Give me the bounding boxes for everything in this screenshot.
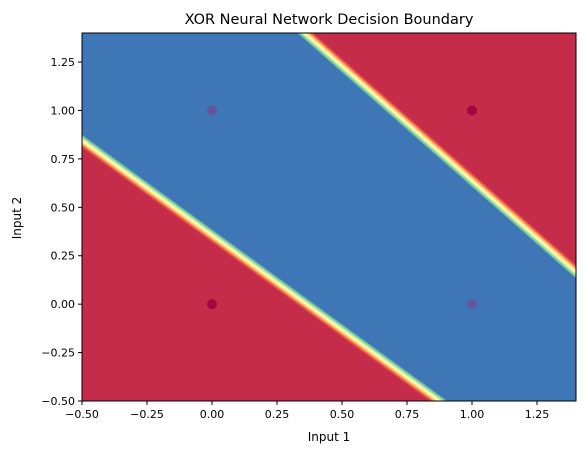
- plot-frame: [81, 32, 577, 402]
- y-tick-label: 1.00: [51, 104, 76, 117]
- y-tick-label: 0.50: [51, 201, 76, 214]
- x-tick-label: 0.50: [330, 408, 355, 421]
- y-tick-label: 1.25: [51, 56, 76, 69]
- y-axis-label: Input 2: [10, 197, 24, 240]
- x-tick-label: 0.25: [265, 408, 290, 421]
- y-tick-label: 0.75: [51, 153, 76, 166]
- x-axis-ticks: −0.50 −0.25 0.00 0.25 0.50 0.75 1.00 1.25: [65, 401, 549, 421]
- y-tick-label: −0.25: [41, 347, 75, 360]
- x-tick-label: 1.00: [460, 408, 485, 421]
- data-point: [467, 105, 477, 116]
- x-tick-label: −0.25: [130, 408, 164, 421]
- y-tick-label: 0.00: [51, 298, 76, 311]
- x-tick-label: 0.00: [200, 408, 225, 421]
- y-tick-label: 0.25: [51, 250, 76, 263]
- data-point: [467, 299, 477, 310]
- chart-title: XOR Neural Network Decision Boundary: [185, 12, 474, 28]
- data-point: [207, 105, 217, 116]
- y-tick-label: −0.50: [41, 395, 75, 408]
- x-tick-label: −0.50: [65, 408, 99, 421]
- x-axis-label: Input 1: [308, 430, 351, 444]
- x-tick-label: 1.25: [525, 408, 550, 421]
- data-points: [207, 105, 477, 310]
- y-axis-ticks: −0.50 −0.25 0.00 0.25 0.50 0.75 1.00 1.25: [41, 56, 82, 408]
- data-point: [207, 299, 217, 310]
- x-tick-label: 0.75: [395, 408, 420, 421]
